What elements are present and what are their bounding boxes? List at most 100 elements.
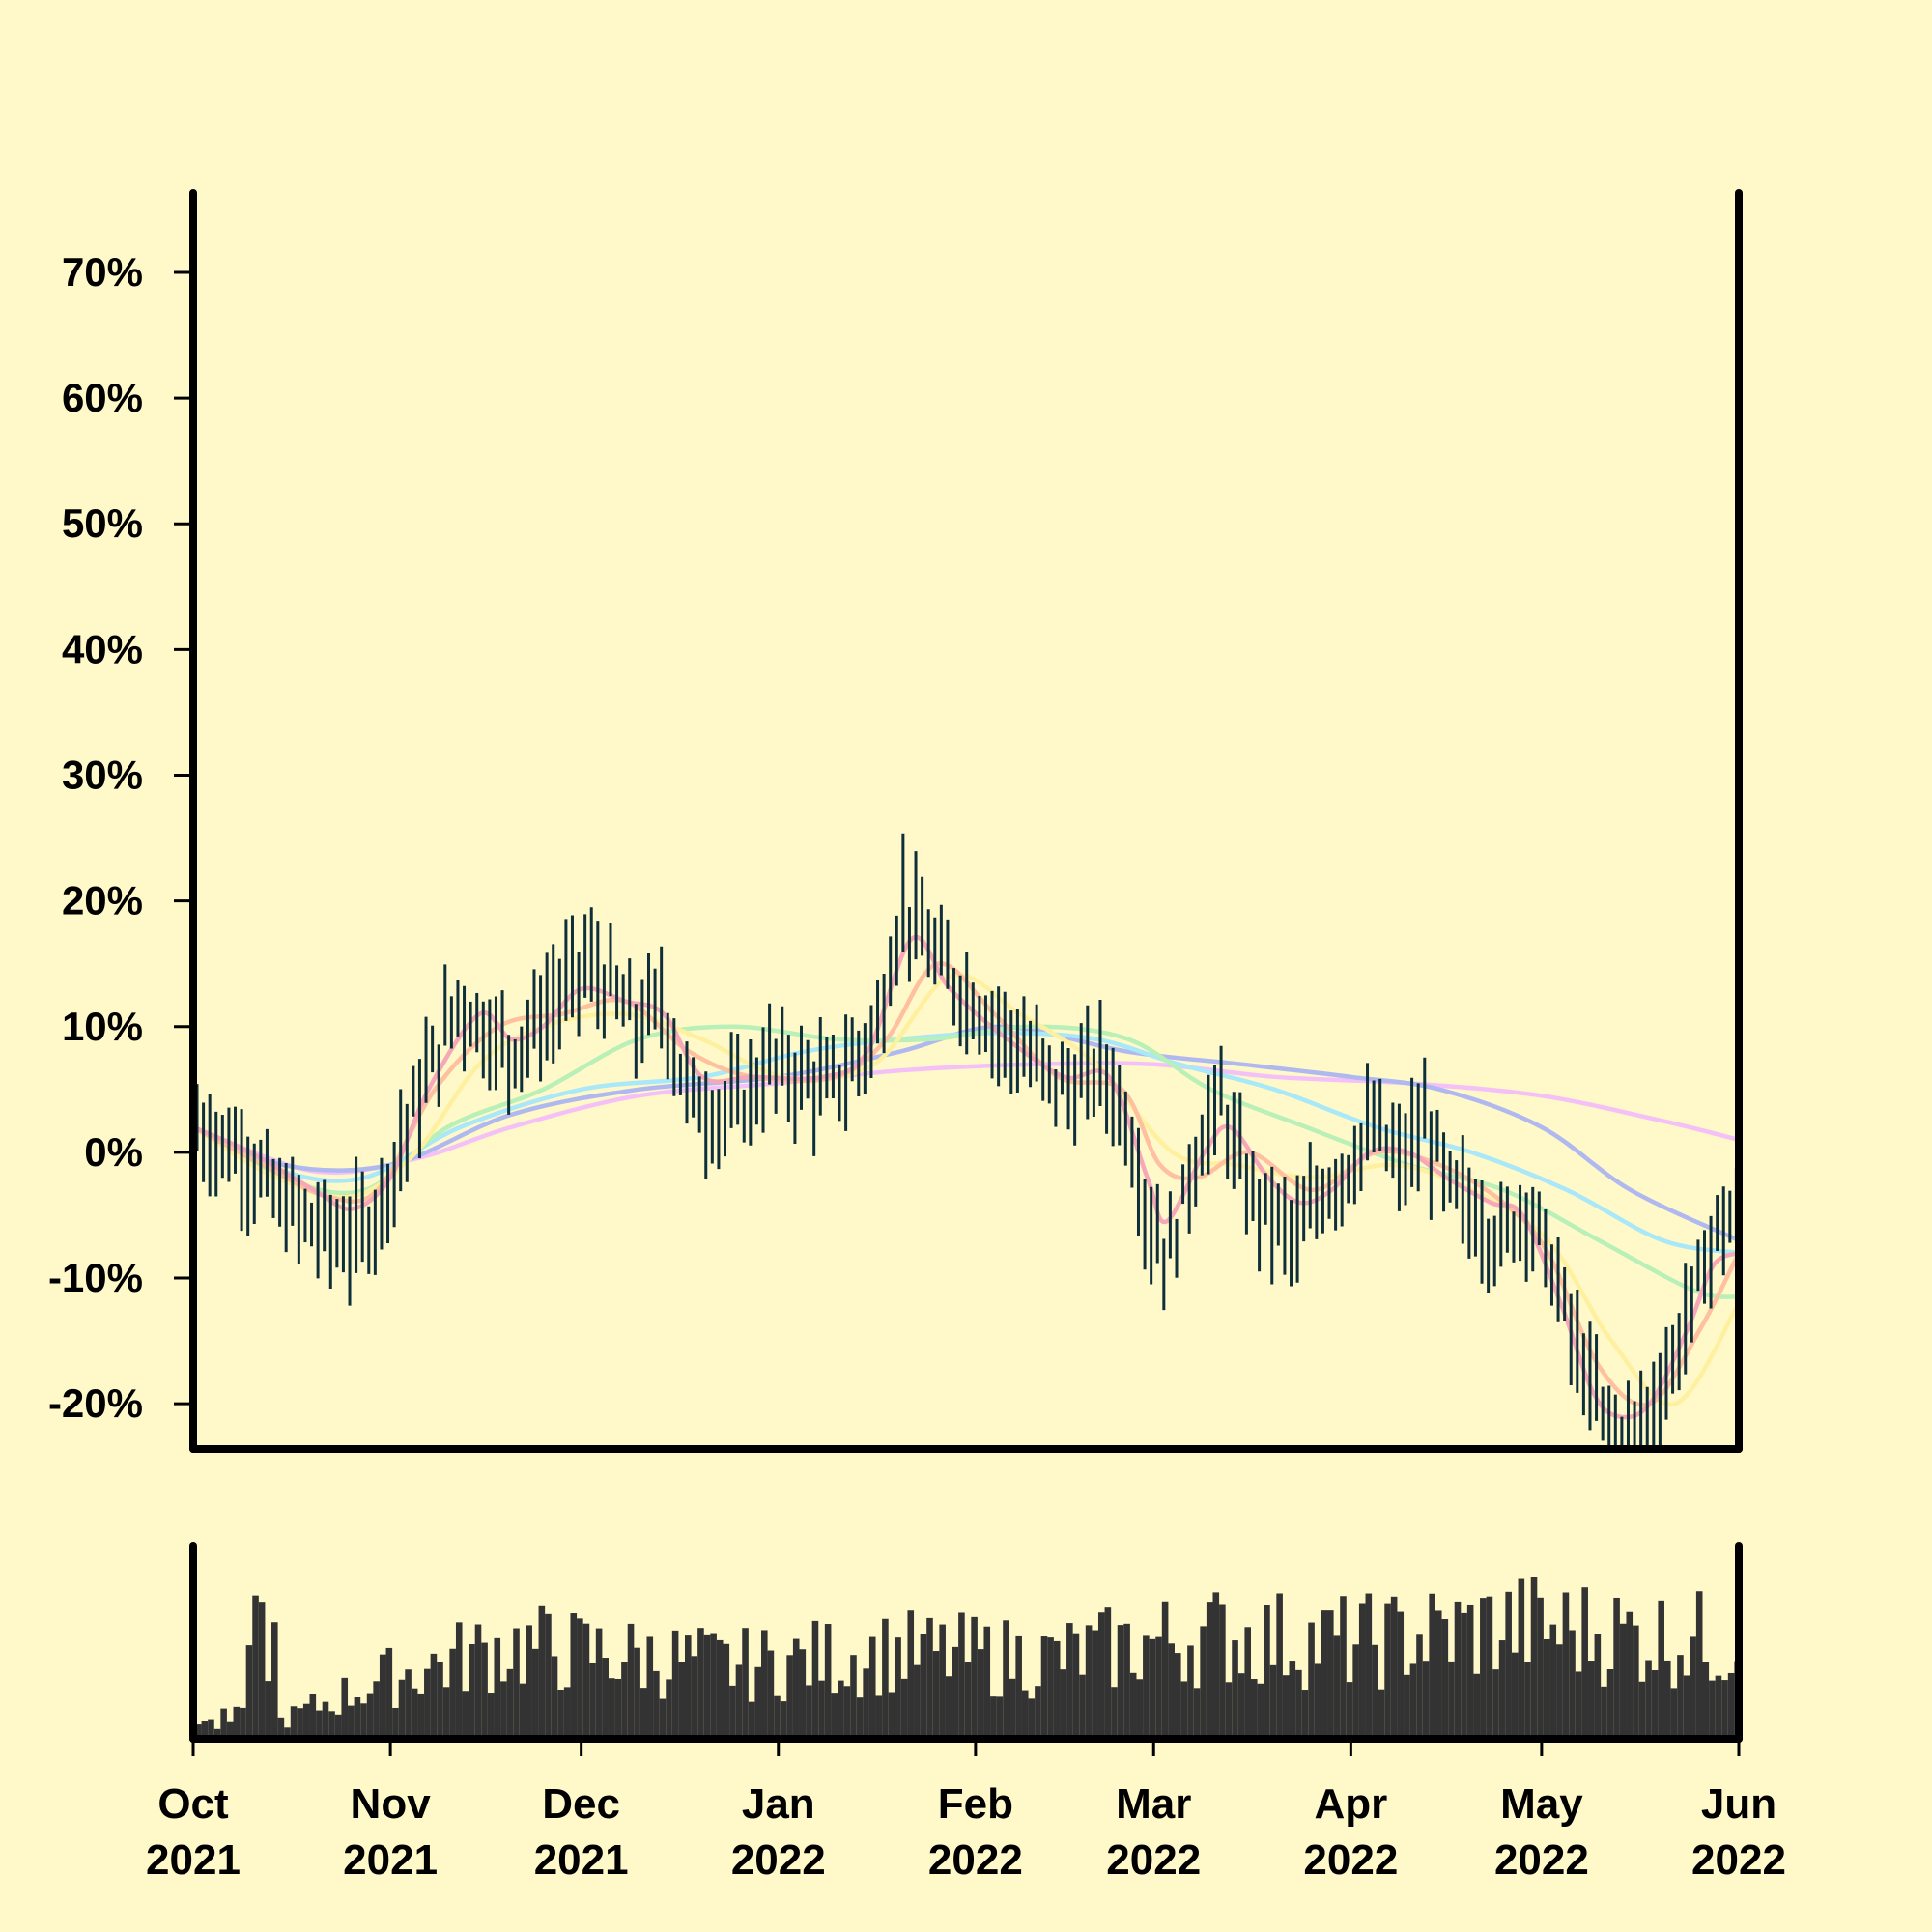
volume-bar (1721, 1680, 1728, 1739)
volume-bar (360, 1703, 367, 1739)
volume-bar (354, 1697, 361, 1739)
volume-bar (1308, 1622, 1315, 1739)
volume-bar (945, 1676, 952, 1739)
volume-bar (1695, 1591, 1703, 1739)
volume-bar (277, 1717, 285, 1739)
volume-bar (1530, 1577, 1538, 1739)
volume-bar (1492, 1669, 1499, 1739)
volume-bar (405, 1669, 412, 1739)
x-tick-month: Nov (351, 1780, 432, 1828)
volume-bar (1035, 1686, 1041, 1739)
volume-bar (952, 1646, 959, 1739)
x-tick-month: Mar (1116, 1780, 1191, 1828)
volume-bar (1404, 1674, 1410, 1739)
volume-bar (1097, 1612, 1105, 1739)
volume-bar (1269, 1664, 1277, 1739)
volume-bar (875, 1695, 883, 1739)
volume-bar (1518, 1578, 1525, 1739)
x-tick-month: Oct (157, 1780, 229, 1828)
volume-bar (1633, 1625, 1639, 1739)
y-tick-label: 10% (62, 1004, 143, 1049)
volume-bar (1448, 1661, 1455, 1739)
volume-bar (1537, 1597, 1544, 1739)
y-tick-label: 40% (62, 626, 143, 671)
x-tick-month: Feb (938, 1780, 1013, 1828)
volume-bar (1511, 1652, 1519, 1739)
volume-bar (1212, 1592, 1220, 1739)
moving-average-line (193, 1024, 1739, 1299)
volume-bar (563, 1687, 571, 1739)
volume-bar (703, 1634, 711, 1739)
volume-bar (1104, 1607, 1112, 1739)
volume-bar (659, 1698, 667, 1739)
x-tick-month: Jan (742, 1780, 815, 1828)
volume-bar (895, 1637, 901, 1739)
volume-bar (1409, 1663, 1417, 1739)
volume-bar (1117, 1625, 1124, 1739)
volume-bar (1244, 1627, 1252, 1739)
volume-bar (589, 1662, 596, 1739)
volume-bar (494, 1637, 501, 1739)
volume-bar (1161, 1601, 1169, 1739)
volume-bar (716, 1639, 724, 1739)
volume-bar (531, 1648, 539, 1739)
volume-bar (653, 1670, 660, 1739)
x-tick-year: 2021 (146, 1836, 241, 1884)
volume-bar (316, 1710, 323, 1739)
volume-bar (245, 1645, 253, 1739)
volume-bar (1168, 1643, 1175, 1739)
volume-bar (538, 1605, 546, 1739)
volume-bar (939, 1624, 946, 1739)
volume-bar (1677, 1655, 1684, 1739)
volume-bar (868, 1636, 876, 1739)
volume-bar (513, 1628, 520, 1739)
volume-bar (1645, 1660, 1652, 1739)
volume-bar (379, 1654, 386, 1739)
volume-bar (1365, 1593, 1373, 1739)
y-tick-label: -20% (48, 1380, 143, 1426)
volume-bar (666, 1679, 672, 1739)
volume-bar (1289, 1661, 1296, 1739)
volume-bar (551, 1656, 558, 1739)
volume-bar (697, 1628, 704, 1739)
volume-bar (1003, 1620, 1009, 1739)
volume-bar (341, 1677, 349, 1739)
volume-bar (639, 1688, 647, 1739)
volume-bar (570, 1613, 578, 1739)
volume-bar (1613, 1597, 1620, 1739)
volume-bar (1028, 1698, 1036, 1739)
price-bars (195, 833, 1738, 1449)
volume-bar (1237, 1673, 1245, 1739)
volume-bar (621, 1662, 628, 1739)
volume-bar (678, 1662, 685, 1739)
volume-bar (1498, 1640, 1506, 1739)
volume-bar (1581, 1587, 1588, 1739)
volume-bar (634, 1647, 640, 1739)
volume-bar (646, 1636, 654, 1739)
volume-bar (1200, 1626, 1207, 1739)
volume-bar (1422, 1661, 1430, 1739)
volume-bar (850, 1655, 857, 1739)
volume-bar (1295, 1669, 1302, 1739)
volume-bar (818, 1680, 825, 1739)
volume-bar (1321, 1610, 1328, 1739)
volume-bar (971, 1616, 978, 1739)
volume-bar (1174, 1653, 1181, 1739)
volume-bar (385, 1647, 393, 1739)
volume-bar (1136, 1679, 1144, 1739)
x-tick-year: 2021 (343, 1836, 438, 1884)
volume-bar (226, 1721, 234, 1739)
volume-bar (843, 1686, 851, 1739)
volume-bar (1257, 1683, 1264, 1739)
volume-bar (417, 1693, 425, 1739)
volume-bar (1346, 1682, 1353, 1739)
volume-bar (1658, 1600, 1664, 1739)
x-tick-year: 2022 (1494, 1836, 1589, 1884)
volume-bar (1187, 1645, 1194, 1739)
volume-bar (831, 1693, 838, 1739)
volume-bar (1060, 1669, 1067, 1739)
volume-bar (958, 1612, 965, 1739)
volume-bar (1129, 1672, 1137, 1739)
volume-bar (213, 1728, 221, 1739)
volume-bar (774, 1695, 781, 1739)
